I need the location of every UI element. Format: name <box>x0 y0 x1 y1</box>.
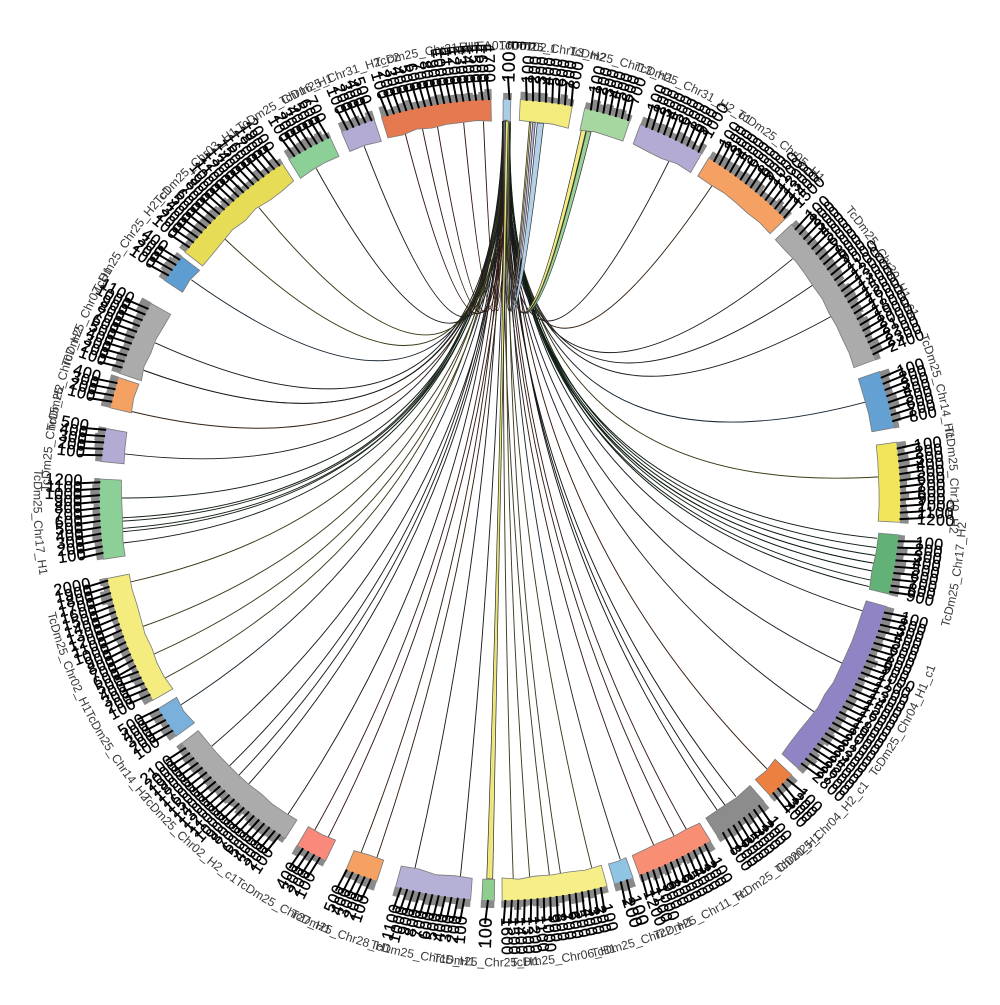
svg-text:1100: 1100 <box>917 504 954 523</box>
svg-text:1500: 1500 <box>465 45 485 84</box>
svg-text:1000: 1000 <box>428 48 451 88</box>
svg-text:500: 500 <box>55 519 85 539</box>
svg-text:900: 900 <box>544 913 565 943</box>
svg-text:300: 300 <box>599 67 624 99</box>
svg-text:100: 100 <box>57 546 87 568</box>
svg-text:1200: 1200 <box>443 46 465 86</box>
svg-text:900: 900 <box>394 906 418 938</box>
svg-text:800: 800 <box>54 499 83 518</box>
svg-text:100: 100 <box>518 54 538 83</box>
svg-text:600: 600 <box>917 469 946 488</box>
svg-text:300: 300 <box>436 913 457 943</box>
svg-text:200: 200 <box>914 540 944 561</box>
svg-text:700: 700 <box>54 505 83 524</box>
svg-text:700: 700 <box>558 58 580 89</box>
svg-text:200: 200 <box>444 914 465 944</box>
svg-text:1600: 1600 <box>497 917 516 955</box>
svg-text:300: 300 <box>913 547 944 569</box>
svg-text:400: 400 <box>577 907 600 938</box>
svg-text:1700: 1700 <box>479 45 498 83</box>
svg-text:100: 100 <box>895 355 928 381</box>
svg-text:500: 500 <box>545 57 567 87</box>
svg-text:700: 700 <box>906 396 938 420</box>
svg-text:100: 100 <box>451 915 471 945</box>
svg-text:800: 800 <box>416 59 439 90</box>
svg-text:TcDm25_Chr25_H1: TcDm25_Chr25_H1 <box>432 951 540 970</box>
svg-text:500: 500 <box>910 560 941 582</box>
svg-text:800: 800 <box>907 403 938 426</box>
svg-text:100: 100 <box>585 64 609 96</box>
svg-text:400: 400 <box>59 419 90 441</box>
svg-text:800: 800 <box>401 907 424 938</box>
svg-text:1400: 1400 <box>457 45 478 84</box>
svg-text:1200: 1200 <box>917 510 956 530</box>
svg-text:500: 500 <box>571 908 594 939</box>
svg-text:200: 200 <box>525 55 545 85</box>
svg-text:1000: 1000 <box>537 914 559 954</box>
svg-text:200: 200 <box>914 440 944 461</box>
svg-text:400: 400 <box>538 56 559 86</box>
svg-text:800: 800 <box>906 580 938 604</box>
svg-text:300: 300 <box>894 621 927 647</box>
svg-text:600: 600 <box>909 567 940 590</box>
svg-text:400: 400 <box>55 526 85 546</box>
svg-text:1500: 1500 <box>504 917 523 955</box>
svg-text:300: 300 <box>58 426 89 448</box>
svg-text:900: 900 <box>423 58 445 89</box>
svg-text:800: 800 <box>565 60 588 91</box>
svg-text:100: 100 <box>913 433 943 454</box>
svg-text:1100: 1100 <box>436 48 458 87</box>
svg-text:100: 100 <box>498 51 519 83</box>
svg-text:700: 700 <box>409 60 432 91</box>
svg-text:100: 100 <box>56 441 86 462</box>
svg-text:600: 600 <box>54 512 83 531</box>
svg-text:1200: 1200 <box>45 470 84 490</box>
svg-text:900: 900 <box>54 492 82 510</box>
svg-text:600: 600 <box>415 910 438 941</box>
svg-text:1300: 1300 <box>517 916 537 955</box>
svg-text:600: 600 <box>552 58 574 89</box>
svg-text:500: 500 <box>422 911 444 942</box>
svg-text:800: 800 <box>551 912 573 943</box>
svg-text:1300: 1300 <box>450 46 471 85</box>
svg-text:1100: 1100 <box>46 478 83 497</box>
svg-text:500: 500 <box>60 412 91 435</box>
svg-text:200: 200 <box>56 539 86 560</box>
svg-text:400: 400 <box>429 912 451 943</box>
svg-text:1000: 1000 <box>45 485 83 503</box>
svg-text:600: 600 <box>564 910 587 941</box>
svg-text:700: 700 <box>908 573 939 596</box>
svg-text:400: 400 <box>911 554 942 576</box>
svg-text:1200: 1200 <box>524 915 545 954</box>
svg-text:300: 300 <box>915 447 945 468</box>
svg-text:1100: 1100 <box>531 915 552 953</box>
svg-text:800: 800 <box>917 483 946 501</box>
svg-text:700: 700 <box>408 909 431 940</box>
svg-text:500: 500 <box>916 462 945 482</box>
svg-text:700: 700 <box>917 476 946 495</box>
svg-text:1400: 1400 <box>511 917 531 956</box>
svg-text:600: 600 <box>402 61 425 92</box>
svg-text:900: 900 <box>917 490 945 508</box>
svg-text:1600: 1600 <box>472 45 492 84</box>
svg-text:400: 400 <box>662 89 690 122</box>
svg-text:100: 100 <box>475 917 496 949</box>
svg-text:900: 900 <box>658 879 686 912</box>
svg-text:100: 100 <box>914 534 944 555</box>
svg-text:400: 400 <box>915 455 945 475</box>
svg-text:300: 300 <box>532 55 553 85</box>
svg-text:700: 700 <box>557 911 579 942</box>
svg-text:300: 300 <box>55 532 85 553</box>
svg-text:200: 200 <box>57 434 87 455</box>
svg-text:1000: 1000 <box>917 497 955 516</box>
